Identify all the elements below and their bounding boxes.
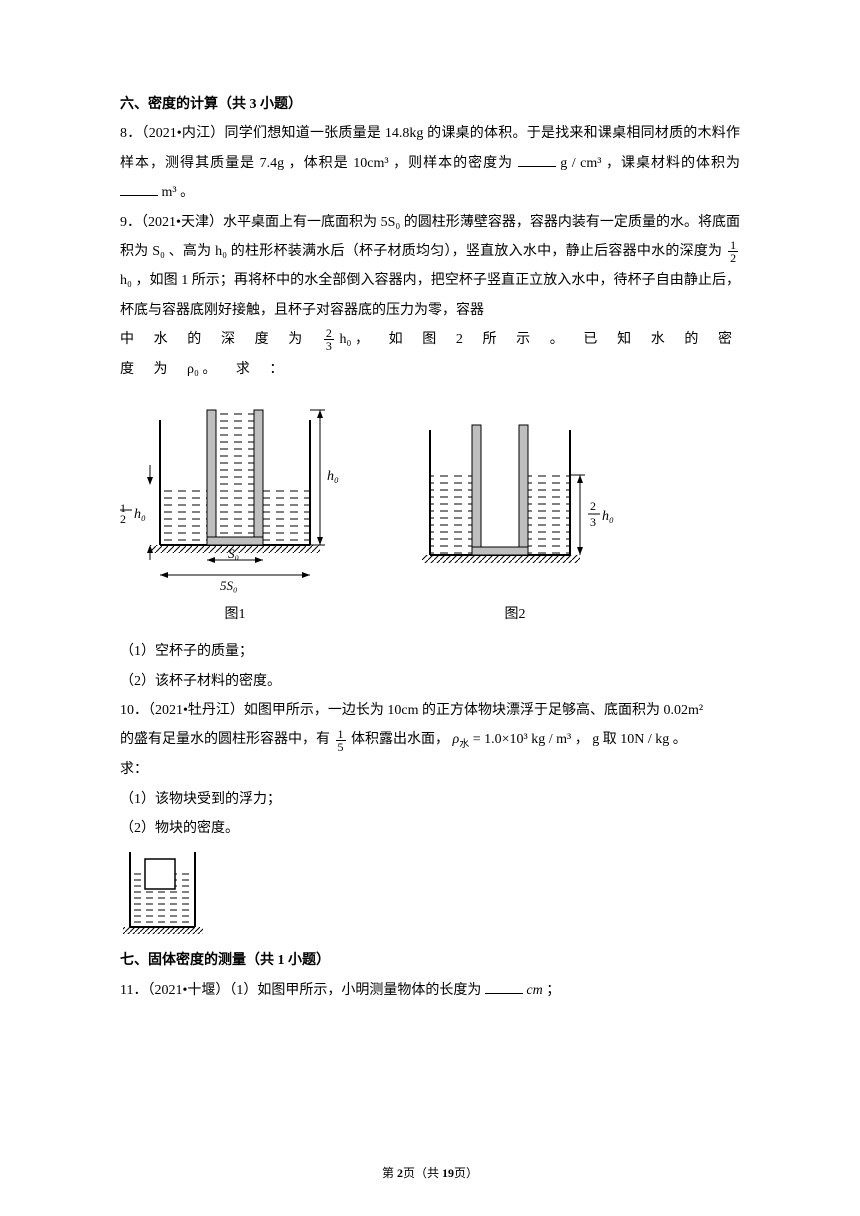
q10-sub1: （1）该物块受到的浮力； [120,785,740,814]
q11-blank[interactable] [485,980,523,994]
q9-d: 的柱形杯装满水后（杯子材质均匀），竖直放入水中，静止后容器中水的深度为 [231,244,723,259]
q9-area: 5S₀ [381,215,401,230]
q9-l2: ，如图 1 所示；再将杯中的水全部倒入容器内，把空杯子竖直正立放入水中，待杯子自… [120,273,740,317]
q10-l3: 求： [120,755,740,784]
q9-tt: h₀ [339,332,351,347]
fig2-h0: h₀ [602,509,614,524]
q10-len: 10cm [387,703,418,718]
q10-g: ， g 取 10N / kg 。 [575,732,687,747]
q10-frac: 体积露出水面， [351,732,449,747]
q9-rho: ρ₀ [187,362,199,377]
footer-c: 页（共 [403,1166,442,1180]
page-footer: 第 2页（共 19页） [120,1161,740,1186]
q10-rhoval: = 1.0×10³ kg / m³ [473,732,571,747]
q9-half: h₀ [120,273,132,288]
q8-t4: ，课桌材料的体积为 [606,156,740,171]
figure1-svg: h₀ 1 2 h₀ S₀ 5S₀ [120,390,350,600]
q8-unit2: m³ [162,185,177,200]
q9: 9．（2021•天津）水平桌面上有一底面积为 5S₀ 的圆柱形薄壁容器，容器内装… [120,208,740,326]
q10-rhosub: 水 [459,739,469,750]
q10-l2a: 的盛有足量水的圆柱形容器中，有 [120,732,330,747]
fig1-half-h0: h₀ [134,507,146,522]
q8-vol-sample: 10cm³ [353,156,388,171]
footer-d: 19 [442,1166,454,1180]
fig2-frac-num: 2 [590,499,596,513]
q9-a: 9．（2021•天津）水平桌面上有一底面积为 [120,215,377,230]
q10-a: 10．（2021•牡丹江）如图甲所示，一边长为 [120,703,384,718]
section7-title: 七、固体密度的测量（共 1 小题） [120,946,740,975]
fig2-caption: 图2 [410,600,620,629]
fig2-frac-den: 3 [590,515,596,529]
q8-t5: 。 [180,185,194,200]
q11-unit: cm [526,983,542,998]
q11-t1: 11．（2021•十堰）（1）如图甲所示，小明测量物体的长度为 [120,983,485,998]
frac-twothird: 23 [324,327,334,352]
q10-l2: 的盛有足量水的圆柱形容器中，有 15 体积露出水面， ρ水 = 1.0×10³ … [120,725,740,755]
q8-unit1: g / cm³ [560,156,601,171]
figure-row: h₀ 1 2 h₀ S₀ 5S₀ 图1 [120,390,740,629]
fig1-caption: 图1 [120,600,350,629]
q9-s0: S₀ [152,244,165,259]
q8-mass-desk: 14.8kg [385,126,424,141]
fig1-half-den: 2 [120,512,126,526]
q9-l3a: 中 水 的 深 度 为 [120,332,322,347]
q9-c: 、高为 [169,244,212,259]
q11-t2: ； [546,983,560,998]
q8-t0: 8．（2021•内江）同学们想知道一张质量是 [120,126,381,141]
figure3 [120,847,740,942]
fig1-5s0: 5S₀ [220,578,238,593]
q8-mass-sample: 7.4g [260,156,285,171]
figure2: 2 3 h₀ 图2 [410,410,620,629]
q10-sub2: （2）物块的密度。 [120,814,740,843]
frac-onefifth: 15 [336,728,346,753]
q10-b: 的正方体物块漂浮于足够高、底面积为 [422,703,660,718]
q10-area: 0.02m² [664,703,704,718]
q9-line3: 中 水 的 深 度 为 23 h₀ ， 如 图 2 所 示 。 已 知 水 的 … [120,325,740,384]
q9-sub2: （2）该杯子材料的密度。 [120,667,740,696]
footer-a: 第 [382,1166,397,1180]
q9-l3c: 。 求 ： [202,362,291,377]
q10: 10．（2021•牡丹江）如图甲所示，一边长为 10cm 的正方体物块漂浮于足够… [120,696,740,725]
q11: 11．（2021•十堰）（1）如图甲所示，小明测量物体的长度为 cm ； [120,976,740,1005]
figure2-svg: 2 3 h₀ [410,410,620,600]
figure1: h₀ 1 2 h₀ S₀ 5S₀ 图1 [120,390,350,629]
q9-sub1: （1）空杯子的质量； [120,637,740,666]
footer-e: 页） [454,1166,478,1180]
figure3-svg [120,847,210,942]
q8-t2: ，体积是 [289,156,349,171]
section6-title: 六、密度的计算（共 3 小题） [120,90,740,119]
q8-blank2[interactable] [120,182,158,196]
q8: 8．（2021•内江）同学们想知道一张质量是 14.8kg 的课桌的体积。于是找… [120,119,740,207]
fig1-s0: S₀ [228,546,239,561]
q8-blank1[interactable] [518,153,556,167]
q8-t3: ，则样本的密度为 [393,156,513,171]
fig1-h0: h₀ [327,469,339,484]
frac-half: 12 [728,239,738,264]
q9-h0: h₀ [215,244,227,259]
